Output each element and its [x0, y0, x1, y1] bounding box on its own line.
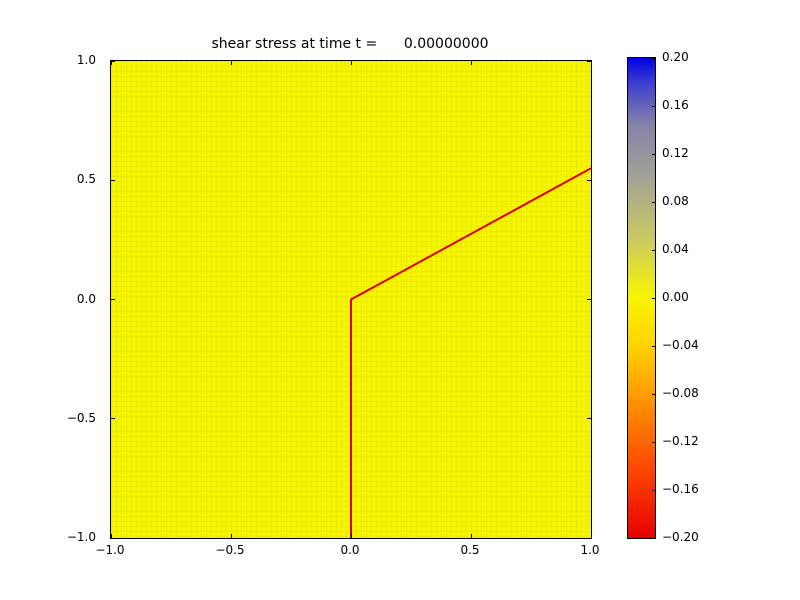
- x-axis-tick-labels: −1.0 −0.5 0.0 0.5 1.0: [95, 543, 599, 559]
- colorbar-tick-label: 0.16: [662, 98, 689, 112]
- tick-mark: [652, 537, 655, 539]
- x-axis-tick-label: 1.0: [580, 543, 600, 557]
- tick-mark: [652, 57, 655, 59]
- x-axis-tick-label: −1.0: [95, 543, 125, 557]
- colorbar-tick-label: −0.04: [662, 338, 699, 352]
- tick-mark: [587, 179, 591, 181]
- colorbar-tick-label: −0.12: [662, 434, 699, 448]
- colorbar-tick-label: −0.20: [662, 530, 699, 544]
- tick-mark: [350, 534, 352, 538]
- tick-mark: [230, 61, 232, 65]
- tick-mark: [111, 299, 115, 300]
- colorbar-tick-label: 0.20: [662, 50, 689, 64]
- x-axis-tick-label: 0.5: [460, 543, 480, 557]
- colorbar-gradient: [628, 58, 655, 538]
- tick-mark: [587, 299, 591, 300]
- tick-mark: [230, 534, 232, 538]
- tick-mark: [110, 61, 112, 65]
- tick-mark: [110, 534, 112, 538]
- tick-mark: [652, 297, 655, 299]
- fault-line: [351, 168, 591, 538]
- tick-mark: [470, 61, 472, 65]
- x-axis-tick-label: −0.5: [215, 543, 245, 557]
- colorbar-tick-label: 0.00: [662, 290, 689, 304]
- tick-mark: [587, 418, 591, 420]
- tick-mark: [652, 489, 655, 491]
- colorbar-tick-label: 0.08: [662, 194, 689, 208]
- tick-mark: [111, 537, 115, 539]
- tick-mark: [652, 201, 655, 203]
- colorbar-tick-label: 0.04: [662, 242, 689, 256]
- colorbar: [627, 57, 656, 539]
- y-axis-tick-label: 1.0: [76, 53, 96, 67]
- tick-mark: [587, 537, 591, 539]
- tick-mark: [652, 105, 655, 107]
- tick-mark: [111, 418, 115, 420]
- colorbar-tick-label: −0.08: [662, 386, 699, 400]
- y-axis-tick-labels: 1.0 0.5 0.0 −0.5 −1.0: [0, 53, 102, 544]
- colorbar-tick-label: −0.16: [662, 482, 699, 496]
- tick-mark: [652, 441, 655, 443]
- tick-mark: [652, 393, 655, 395]
- tick-mark: [350, 61, 352, 65]
- colorbar-tick-labels: 0.20 0.16 0.12 0.08 0.04 0.00 −0.04 −0.0…: [662, 50, 732, 544]
- plot-area: [110, 60, 592, 539]
- y-axis-tick-label: 0.0: [76, 291, 96, 306]
- y-axis-tick-label: −1.0: [66, 530, 96, 544]
- tick-mark: [590, 61, 592, 65]
- tick-mark: [590, 534, 592, 538]
- tick-mark: [111, 60, 115, 62]
- tick-mark: [111, 179, 115, 181]
- y-axis-tick-label: −0.5: [66, 410, 96, 425]
- y-axis-tick-label: 0.5: [76, 172, 96, 187]
- colorbar-tick-label: 0.12: [662, 146, 689, 160]
- tick-mark: [470, 534, 472, 538]
- tick-mark: [652, 249, 655, 251]
- tick-mark: [652, 345, 655, 347]
- fault-line-svg: [111, 61, 591, 538]
- tick-mark: [652, 153, 655, 155]
- plot-title: shear stress at time t = 0.00000000: [211, 36, 489, 52]
- tick-mark: [587, 60, 591, 62]
- x-axis-tick-label: 0.0: [340, 543, 360, 557]
